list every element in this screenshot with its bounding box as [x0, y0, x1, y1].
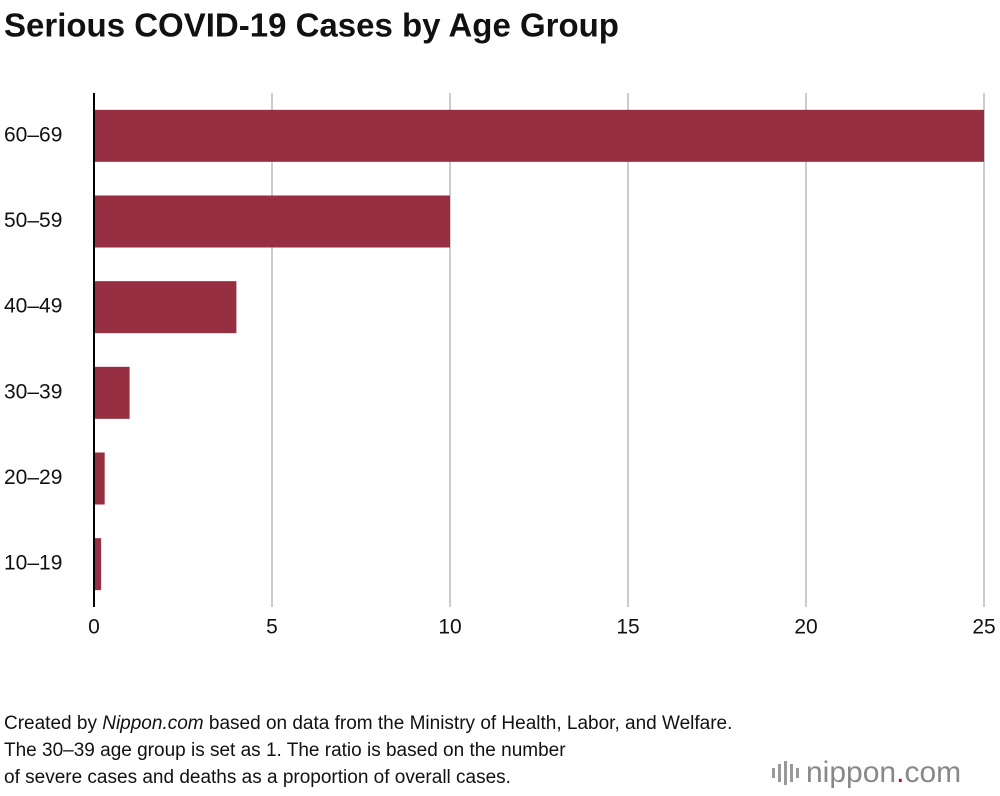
logo-mark [772, 761, 799, 785]
source-text: Nippon.com [102, 713, 203, 734]
bar [94, 538, 102, 591]
x-tick-label: 20 [794, 616, 817, 639]
x-tick-label: 0 [88, 616, 100, 639]
source: Created by Nippon.com based on data from… [4, 713, 732, 734]
source-text: based on data from the Ministry of Healt… [204, 713, 733, 734]
x-tick-label: 5 [266, 616, 278, 639]
note: The 30–39 age group is set as 1. The rat… [4, 740, 566, 761]
x-tick-label: 10 [438, 616, 461, 639]
y-tick-label: 30–39 [4, 380, 62, 403]
note: of severe cases and deaths as a proporti… [4, 767, 511, 788]
logo-text: . [896, 756, 904, 789]
y-tick-label: 40–49 [4, 295, 62, 318]
bar [94, 195, 450, 248]
x-tick-label: 25 [972, 616, 995, 639]
x-tick-label: 15 [616, 616, 639, 639]
y-tick-label: 60–69 [4, 123, 62, 146]
source-text: Created by [4, 713, 102, 734]
logo-text: nippon [806, 756, 896, 789]
chart-title: Serious COVID-19 Cases by Age Group [4, 7, 619, 44]
logo: nippon.com [806, 756, 961, 789]
y-tick-label: 50–59 [4, 209, 62, 232]
bar [94, 281, 237, 334]
logo-text: com [904, 756, 961, 789]
y-tick-label: 10–19 [4, 552, 62, 575]
bar [94, 452, 105, 505]
bar [94, 109, 984, 162]
bar [94, 366, 130, 419]
y-tick-label: 20–29 [4, 466, 62, 489]
